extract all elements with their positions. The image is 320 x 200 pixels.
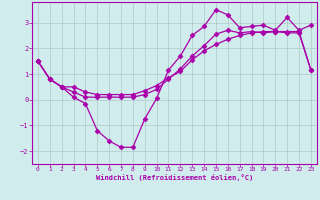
X-axis label: Windchill (Refroidissement éolien,°C): Windchill (Refroidissement éolien,°C) <box>96 174 253 181</box>
